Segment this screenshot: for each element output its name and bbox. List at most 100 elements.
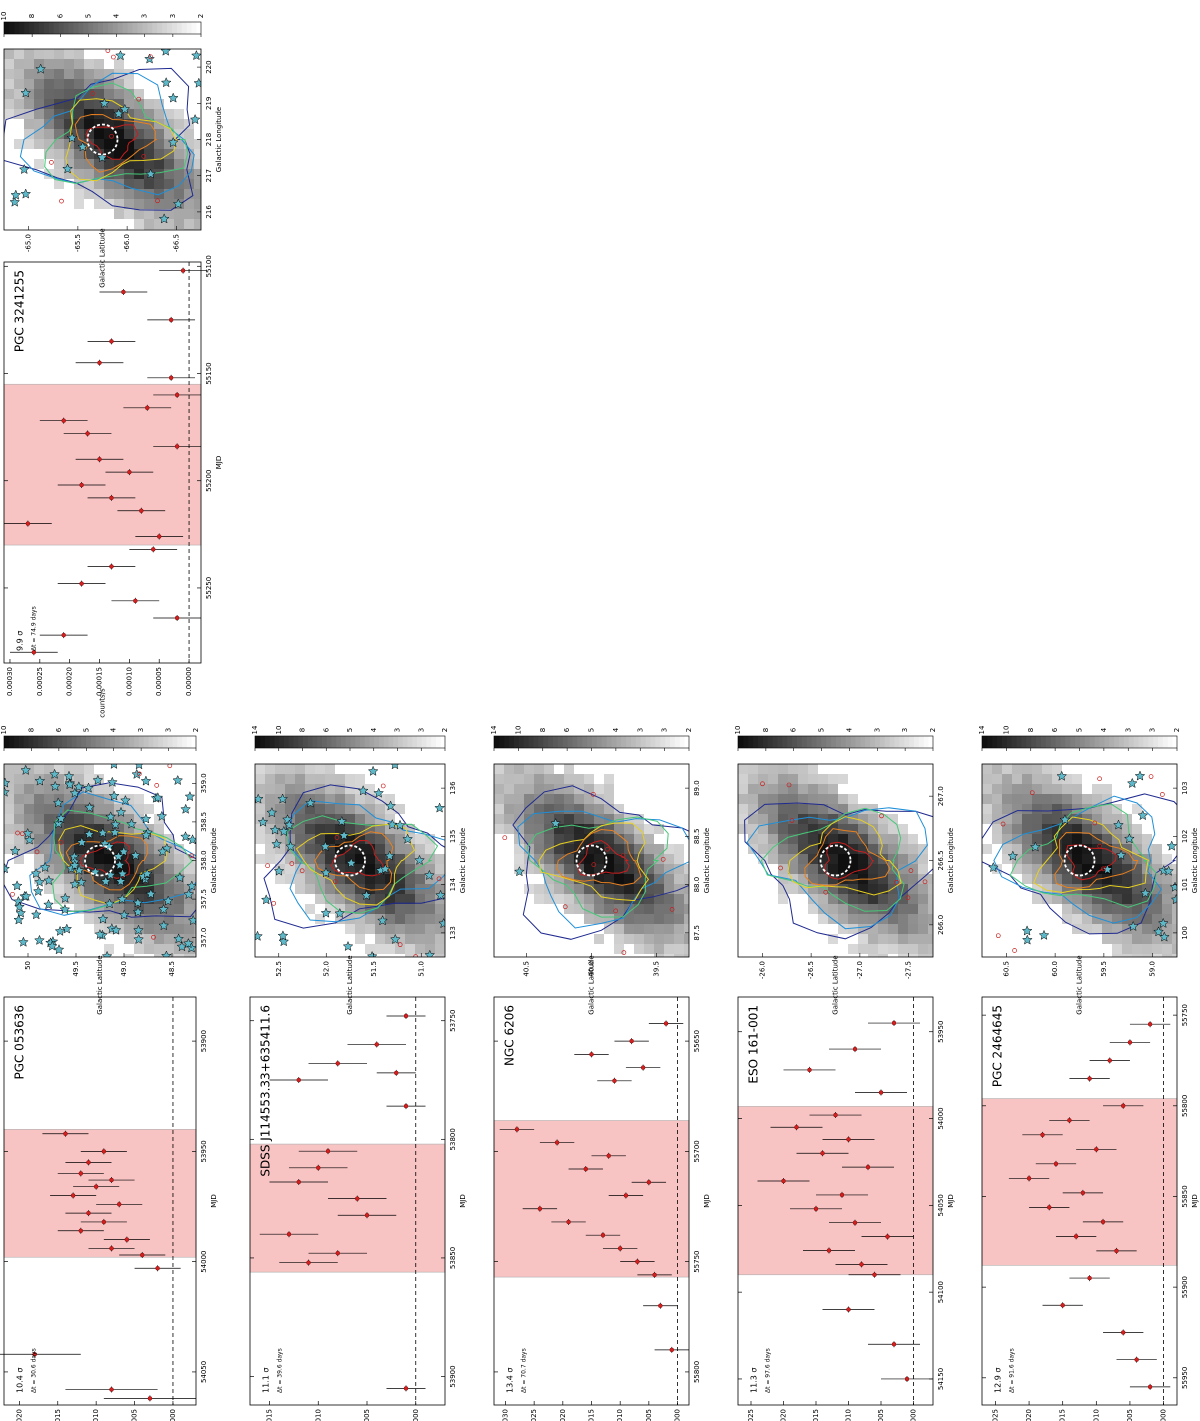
significance-pixel [524,814,534,824]
star-marker [1021,934,1033,945]
significance-pixel [1122,864,1132,874]
significance-pixel [808,864,818,874]
significance-pixel [355,824,365,834]
significance-pixel [878,924,888,934]
significance-pixel [534,794,544,804]
significance-pixel [124,954,134,957]
significance-pixel [84,904,94,914]
colorbar-segment [1016,736,1022,748]
significance-pixel [315,884,325,894]
data-point [631,1179,667,1186]
significance-pixel [385,814,395,824]
colorbar-segment [109,736,115,748]
significance-pixel [174,169,184,179]
significance-pixel [34,139,44,149]
point-marker [1026,1176,1032,1181]
significance-pixel [335,824,345,834]
significance-pixel [154,894,164,904]
significance-pixel [94,824,104,834]
significance-pixel [1072,814,1082,824]
star-marker [174,872,186,883]
significance-pixel [514,794,524,804]
significance-pixel [395,874,405,884]
star-marker [1137,809,1149,821]
colorbar-segment [918,736,924,748]
point-marker [891,1342,897,1347]
point-marker [1040,1132,1045,1138]
significance-pixel [124,199,134,209]
significance-pixel [1072,904,1082,914]
significance-pixel [818,854,828,864]
significance-pixel [908,894,918,904]
star-marker [384,850,396,861]
star-marker [34,934,45,945]
significance-pixel [114,904,124,914]
star-marker [1007,850,1019,861]
star-marker [320,867,332,878]
significance-pixel [194,954,196,957]
significance-pixel [878,944,888,954]
significance-pixel [634,874,644,884]
significance-pixel [144,109,154,119]
significance-pixel [1032,774,1042,784]
significance-pixel [654,844,664,854]
plot-frame [737,996,934,1406]
significance-pixel [644,924,654,934]
significance-pixel [104,894,114,904]
point-marker [1134,1357,1139,1362]
colorbar-segment [508,736,514,748]
significance-pixel [1172,904,1177,914]
point-marker [306,1260,311,1265]
significance-pixel [868,824,878,834]
star-marker [110,818,121,830]
significance-pixel [898,904,908,914]
star-marker [193,77,201,88]
significance-pixel [184,864,194,874]
significance-pixel [1072,774,1082,784]
latitude-tick-label: 52.0 [322,961,330,977]
significance-pixel [494,774,504,784]
significance-pixel [1052,784,1062,794]
significance-pixel [1052,874,1062,884]
data-point [63,430,112,437]
point-marker [1121,1103,1126,1109]
significance-pixel [644,854,654,864]
significance-pixel [514,814,524,824]
significance-pixel [104,119,114,129]
significance-pixel [918,884,928,894]
significance-pixel [524,794,534,804]
significance-pixel [114,189,124,199]
significance-pixel [84,189,94,199]
significance-pixel [84,894,94,904]
colorbar-segment [72,22,79,34]
significance-pixel [84,119,94,129]
significance-pixel [154,824,164,834]
significance-pixel [1042,864,1052,874]
colorbar-segment [364,736,370,748]
significance-pixel [395,854,405,864]
significance-pixel [818,824,828,834]
data-point [337,1212,397,1219]
significance-pixel [898,894,908,904]
significance-pixel [1062,914,1072,924]
significance-pixel [74,834,84,844]
star-marker [266,807,278,818]
source-marker [905,895,911,901]
significance-pixel [1112,814,1122,824]
significance-pixel [124,129,134,139]
significance-pixel [654,954,664,957]
point-marker [612,1078,617,1084]
star-marker [1170,894,1177,905]
contour-line [517,810,689,929]
colorbar-segment [331,736,337,748]
significance-pixel [1162,954,1172,957]
significance-pixel [164,864,174,874]
colorbar-segment [288,736,294,748]
mjd-tick-label: 54000 [200,1251,208,1273]
mjd-tick-label: 54000 [937,1107,945,1129]
star-marker [277,793,289,804]
contour-line [556,828,642,886]
significance-pixel [1112,834,1122,844]
significance-pixel [888,894,898,904]
significance-pixel [54,884,64,894]
